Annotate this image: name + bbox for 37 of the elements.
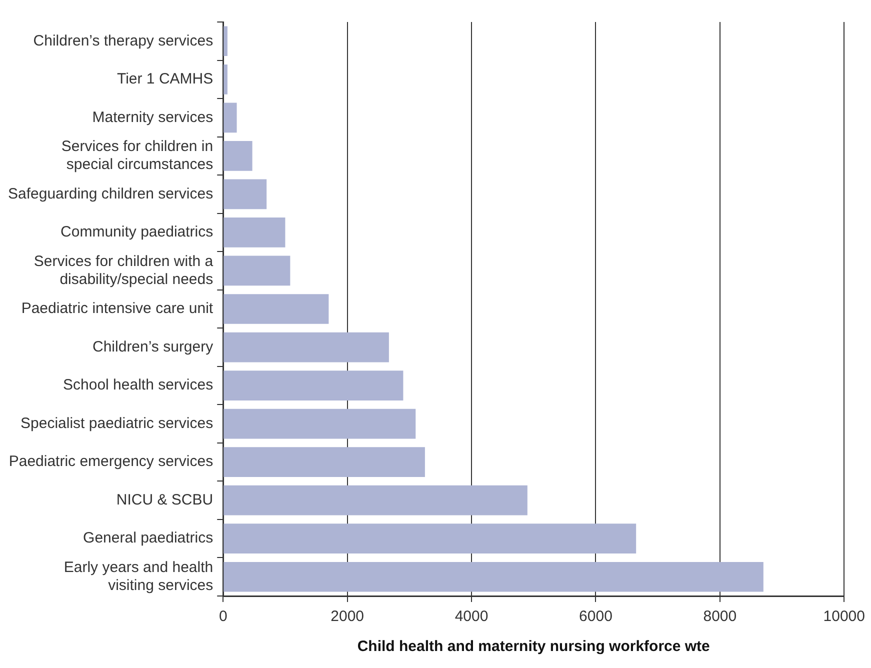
x-tick-label: 2000 [330,608,364,626]
bar [224,294,329,324]
y-tick-label: Paediatric intensive care unit [21,300,214,318]
x-tick-label: 8000 [703,608,737,626]
y-tick-label: Specialist paediatric services [20,414,214,432]
y-tick-label: Tier 1 CAMHS [116,70,214,88]
bar [224,524,636,554]
bar [224,408,416,439]
y-tick-label: Early years and health visiting services [64,559,214,594]
x-tick-label: 10000 [823,608,866,626]
bar [224,179,267,210]
x-tick-label: 4000 [454,608,488,626]
y-tick-label: School health services [63,376,214,394]
bar [224,370,404,400]
x-tick-label: 6000 [579,608,612,626]
bar [224,562,764,592]
x-tick-label: 0 [218,608,228,626]
bar [224,447,425,477]
y-tick-label: Services for children with a disability/special needs [34,252,214,288]
y-tick-label: Paediatric emergency services [8,453,214,470]
bar [224,332,389,362]
x-axis-title: Child health and maternity nursing workforce wte [357,638,710,656]
y-tick-label: NICU & SCBU [116,491,214,508]
y-tick-label: Maternity services [92,108,214,126]
bar [224,141,252,171]
y-tick-label: General paediatrics [83,530,214,547]
bar [224,218,286,248]
y-tick-label: Children’s surgery [92,338,214,356]
bar [224,102,237,133]
y-tick-label: Services for children in special circumstances [61,138,214,174]
bar [224,256,290,286]
y-tick-label: Community paediatrics [60,224,214,241]
bar [224,64,228,94]
y-tick-label: Children’s therapy services [33,32,214,50]
bar [224,26,228,56]
bar [224,485,528,516]
y-tick-label: Safeguarding children services [8,185,214,202]
